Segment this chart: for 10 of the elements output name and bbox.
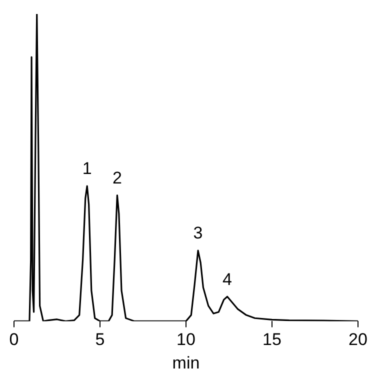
annotation: 3: [193, 224, 203, 243]
x-axis-title: min: [172, 353, 200, 372]
annotation: 4: [222, 270, 232, 289]
annotation: 2: [112, 168, 122, 188]
x-tick-label: 20: [348, 330, 368, 350]
x-tick-label: 0: [9, 330, 19, 350]
annotation: 1: [82, 159, 92, 178]
x-tick-label: 10: [176, 330, 196, 350]
x-tick-label: 5: [95, 330, 105, 350]
x-tick-label: 15: [262, 330, 282, 350]
